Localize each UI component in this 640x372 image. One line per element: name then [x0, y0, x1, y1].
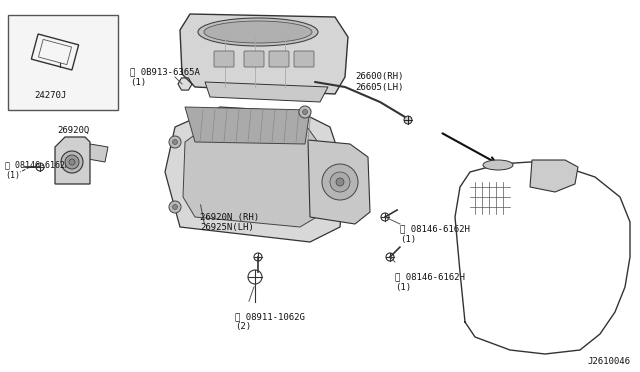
Polygon shape	[178, 78, 192, 90]
FancyBboxPatch shape	[269, 51, 289, 67]
Circle shape	[404, 116, 412, 124]
Polygon shape	[205, 82, 328, 102]
Circle shape	[173, 140, 177, 144]
Text: 26920N (RH)
26925N(LH): 26920N (RH) 26925N(LH)	[200, 213, 259, 232]
Circle shape	[65, 155, 79, 169]
Ellipse shape	[204, 21, 312, 43]
Ellipse shape	[198, 18, 318, 46]
Text: Ⓑ 08146-6162H
(1): Ⓑ 08146-6162H (1)	[395, 272, 465, 292]
Text: ① 0B913-6365A
(1): ① 0B913-6365A (1)	[130, 67, 200, 87]
Polygon shape	[185, 107, 310, 144]
Circle shape	[322, 164, 358, 200]
Text: Ⓑ 08146-6162H
(1): Ⓑ 08146-6162H (1)	[400, 224, 470, 244]
Circle shape	[169, 136, 181, 148]
Text: Ⓑ 08146-6162H
(1): Ⓑ 08146-6162H (1)	[5, 160, 70, 180]
Polygon shape	[308, 140, 370, 224]
Circle shape	[69, 159, 75, 165]
Polygon shape	[530, 160, 578, 192]
Polygon shape	[180, 14, 348, 94]
Polygon shape	[183, 120, 325, 227]
Text: 24270J: 24270J	[34, 91, 66, 100]
FancyBboxPatch shape	[294, 51, 314, 67]
Polygon shape	[55, 137, 90, 184]
Polygon shape	[165, 107, 345, 242]
Circle shape	[336, 178, 344, 186]
Circle shape	[61, 151, 83, 173]
Polygon shape	[88, 144, 108, 162]
Text: 26600(RH)
26605(LH): 26600(RH) 26605(LH)	[355, 72, 403, 92]
Circle shape	[303, 109, 307, 115]
Circle shape	[330, 172, 350, 192]
Text: 26920Q: 26920Q	[57, 126, 89, 135]
Circle shape	[299, 106, 311, 118]
Text: ① 08911-1062G
(2): ① 08911-1062G (2)	[235, 312, 305, 331]
Circle shape	[173, 205, 177, 209]
Ellipse shape	[483, 160, 513, 170]
FancyBboxPatch shape	[244, 51, 264, 67]
Text: J2610046: J2610046	[587, 357, 630, 366]
Circle shape	[169, 201, 181, 213]
FancyBboxPatch shape	[8, 15, 118, 110]
FancyBboxPatch shape	[214, 51, 234, 67]
